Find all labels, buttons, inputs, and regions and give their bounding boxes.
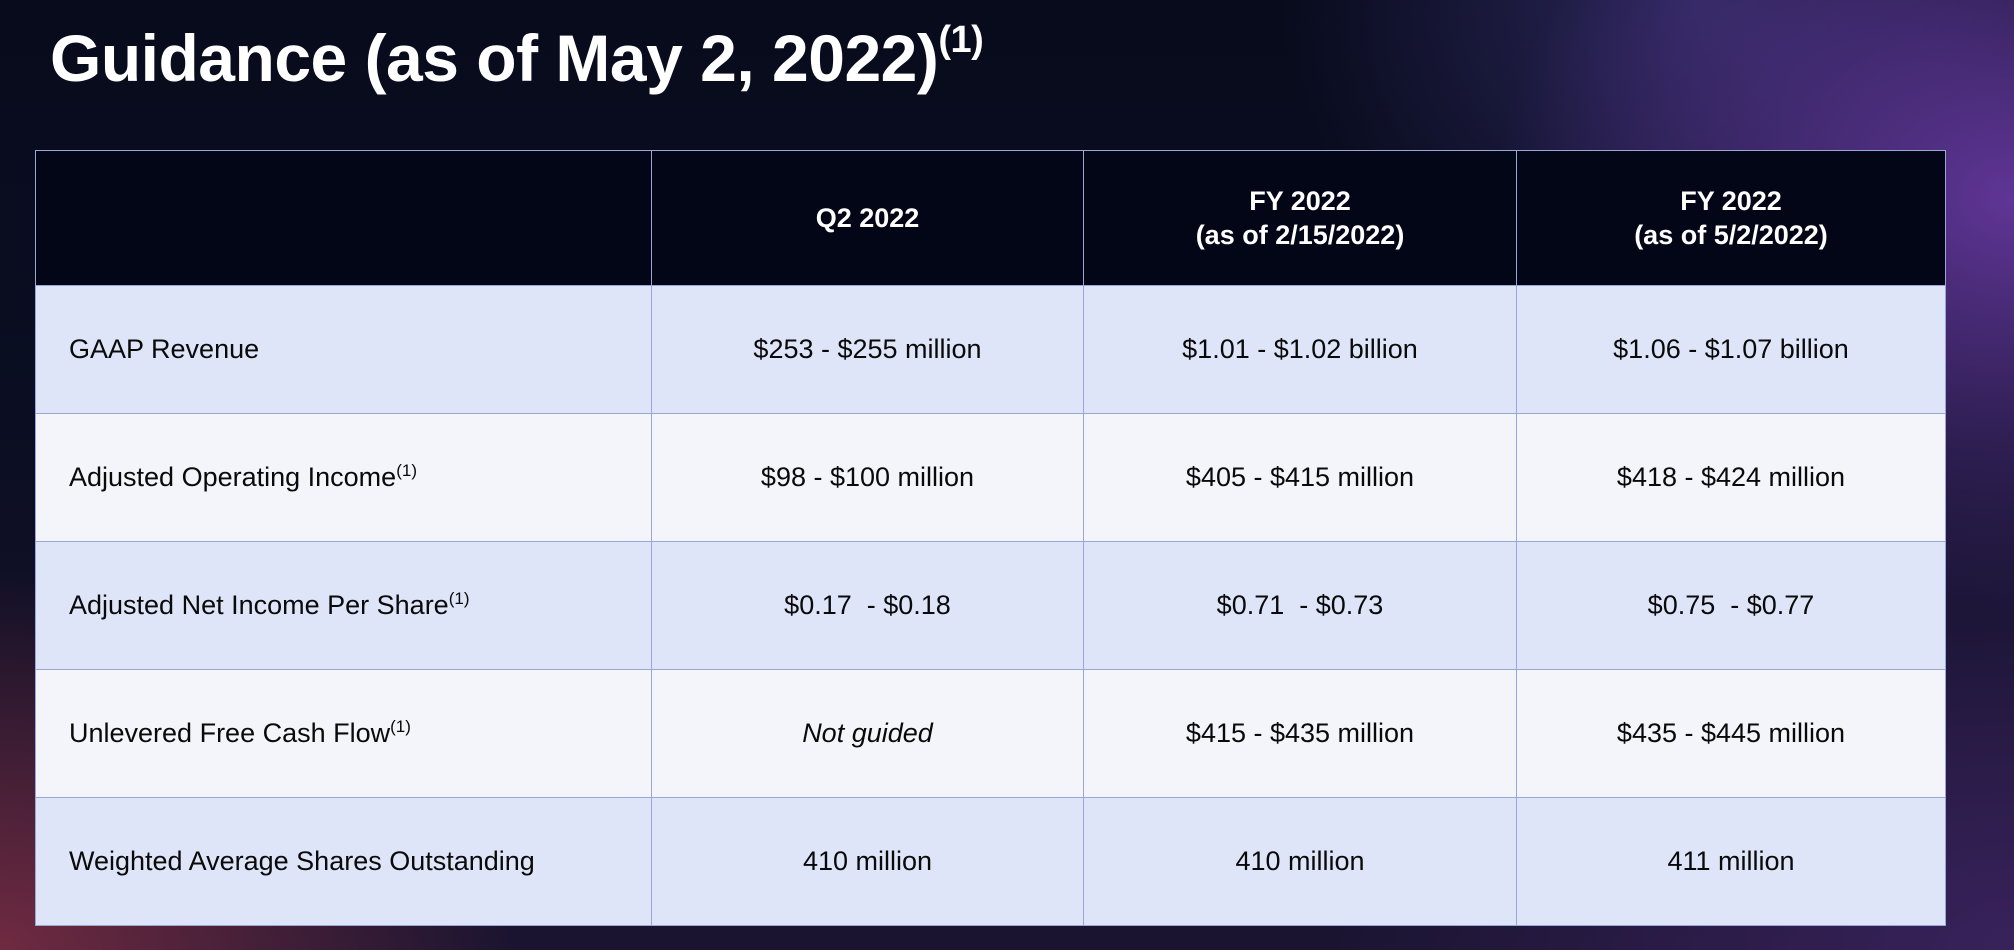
cell-q2-2022: 410 million: [651, 797, 1084, 926]
row-footnote: (1): [448, 589, 470, 608]
header-line: Q2 2022: [815, 203, 920, 233]
header-cell-fy-2022-feb: FY 2022 (as of 2/15/2022): [1083, 150, 1517, 286]
cell-fy-2022-may: $0.75 - $0.77: [1516, 541, 1946, 670]
header-subline: (as of 5/2/2022): [1634, 220, 1828, 250]
row-label-text: GAAP Revenue: [69, 334, 260, 364]
header-cell-q2-2022: Q2 2022: [651, 150, 1084, 286]
row-label: Unlevered Free Cash Flow(1): [35, 669, 652, 798]
page-title: Guidance (as of May 2, 2022)(1): [50, 14, 984, 102]
table-row: Adjusted Operating Income(1) $98 - $100 …: [35, 413, 1946, 542]
table-row: Weighted Average Shares Outstanding 410 …: [35, 797, 1946, 926]
cell-fy-2022-may: 411 million: [1516, 797, 1946, 926]
cell-fy-2022-feb: $405 - $415 million: [1083, 413, 1517, 542]
header-cell-fy-2022-may: FY 2022 (as of 5/2/2022): [1516, 150, 1946, 286]
header-subline: (as of 2/15/2022): [1195, 220, 1405, 250]
row-label: Weighted Average Shares Outstanding: [35, 797, 652, 926]
row-label: Adjusted Net Income Per Share(1): [35, 541, 652, 670]
row-label-text: Adjusted Net Income Per Share: [69, 590, 449, 620]
cell-fy-2022-feb: 410 million: [1083, 797, 1517, 926]
header-line: FY 2022: [1249, 186, 1351, 216]
cell-q2-2022: $98 - $100 million: [651, 413, 1084, 542]
cell-q2-2022: $0.17 - $0.18: [651, 541, 1084, 670]
cell-q2-2022: Not guided: [651, 669, 1084, 798]
header-cell-label: [35, 150, 652, 286]
table-row: GAAP Revenue $253 - $255 million $1.01 -…: [35, 285, 1946, 414]
cell-fy-2022-feb: $415 - $435 million: [1083, 669, 1517, 798]
cell-fy-2022-may: $418 - $424 million: [1516, 413, 1946, 542]
cell-fy-2022-feb: $1.01 - $1.02 billion: [1083, 285, 1517, 414]
page-title-text: Guidance (as of May 2, 2022): [50, 21, 939, 95]
header-line: FY 2022: [1680, 186, 1782, 216]
row-footnote: (1): [390, 717, 411, 736]
table-row: Unlevered Free Cash Flow(1) Not guided $…: [35, 669, 1946, 798]
row-label-text: Adjusted Operating Income: [69, 462, 397, 492]
title-footnote: (1): [938, 19, 984, 61]
row-footnote: (1): [396, 461, 417, 480]
guidance-table: Q2 2022 FY 2022 (as of 2/15/2022) FY 202…: [35, 150, 1946, 926]
row-label-text: Weighted Average Shares Outstanding: [69, 846, 535, 876]
row-label: GAAP Revenue: [35, 285, 652, 414]
table-header-row: Q2 2022 FY 2022 (as of 2/15/2022) FY 202…: [35, 150, 1946, 286]
table-row: Adjusted Net Income Per Share(1) $0.17 -…: [35, 541, 1946, 670]
row-label: Adjusted Operating Income(1): [35, 413, 652, 542]
cell-q2-2022: $253 - $255 million: [651, 285, 1084, 414]
cell-fy-2022-may: $1.06 - $1.07 billion: [1516, 285, 1946, 414]
row-label-text: Unlevered Free Cash Flow: [69, 718, 391, 748]
cell-fy-2022-may: $435 - $445 million: [1516, 669, 1946, 798]
cell-fy-2022-feb: $0.71 - $0.73: [1083, 541, 1517, 670]
